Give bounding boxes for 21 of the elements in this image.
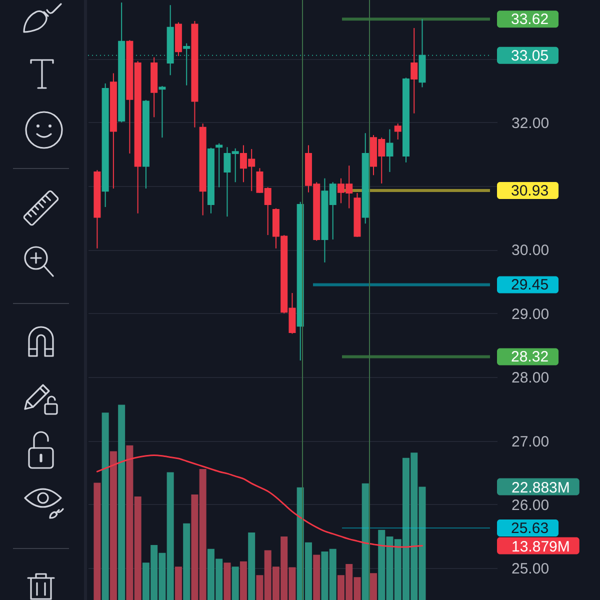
y-tick-label: 26.00 [512, 496, 550, 514]
candlestick [158, 85, 166, 138]
line-series [96, 454, 423, 548]
candlestick [216, 142, 223, 188]
ref-line-label: 30.93 [511, 182, 549, 200]
ref-line-label: 28.32 [511, 348, 549, 366]
ref-line-label: 33.62 [511, 11, 549, 28]
candlestick [386, 128, 394, 172]
y-tick-label: 30.00 [512, 242, 550, 260]
y-tick-label: 32.00 [512, 114, 550, 132]
candlestick [394, 123, 402, 140]
y-tick-label: 28.00 [512, 370, 550, 387]
y2-tick-label: 13.879M [512, 538, 570, 556]
y2-tick-label: 22.883M [512, 479, 570, 496]
ref-line-label: 33.05 [511, 47, 549, 64]
y-tick-label: 27.00 [512, 433, 550, 450]
y-tick-label: 29.00 [512, 306, 550, 323]
ref-line-label: 25.63 [511, 520, 549, 538]
candlestick [410, 28, 418, 114]
y-tick-label: 25.00 [512, 560, 550, 578]
ref-line-label: 29.45 [511, 276, 549, 294]
